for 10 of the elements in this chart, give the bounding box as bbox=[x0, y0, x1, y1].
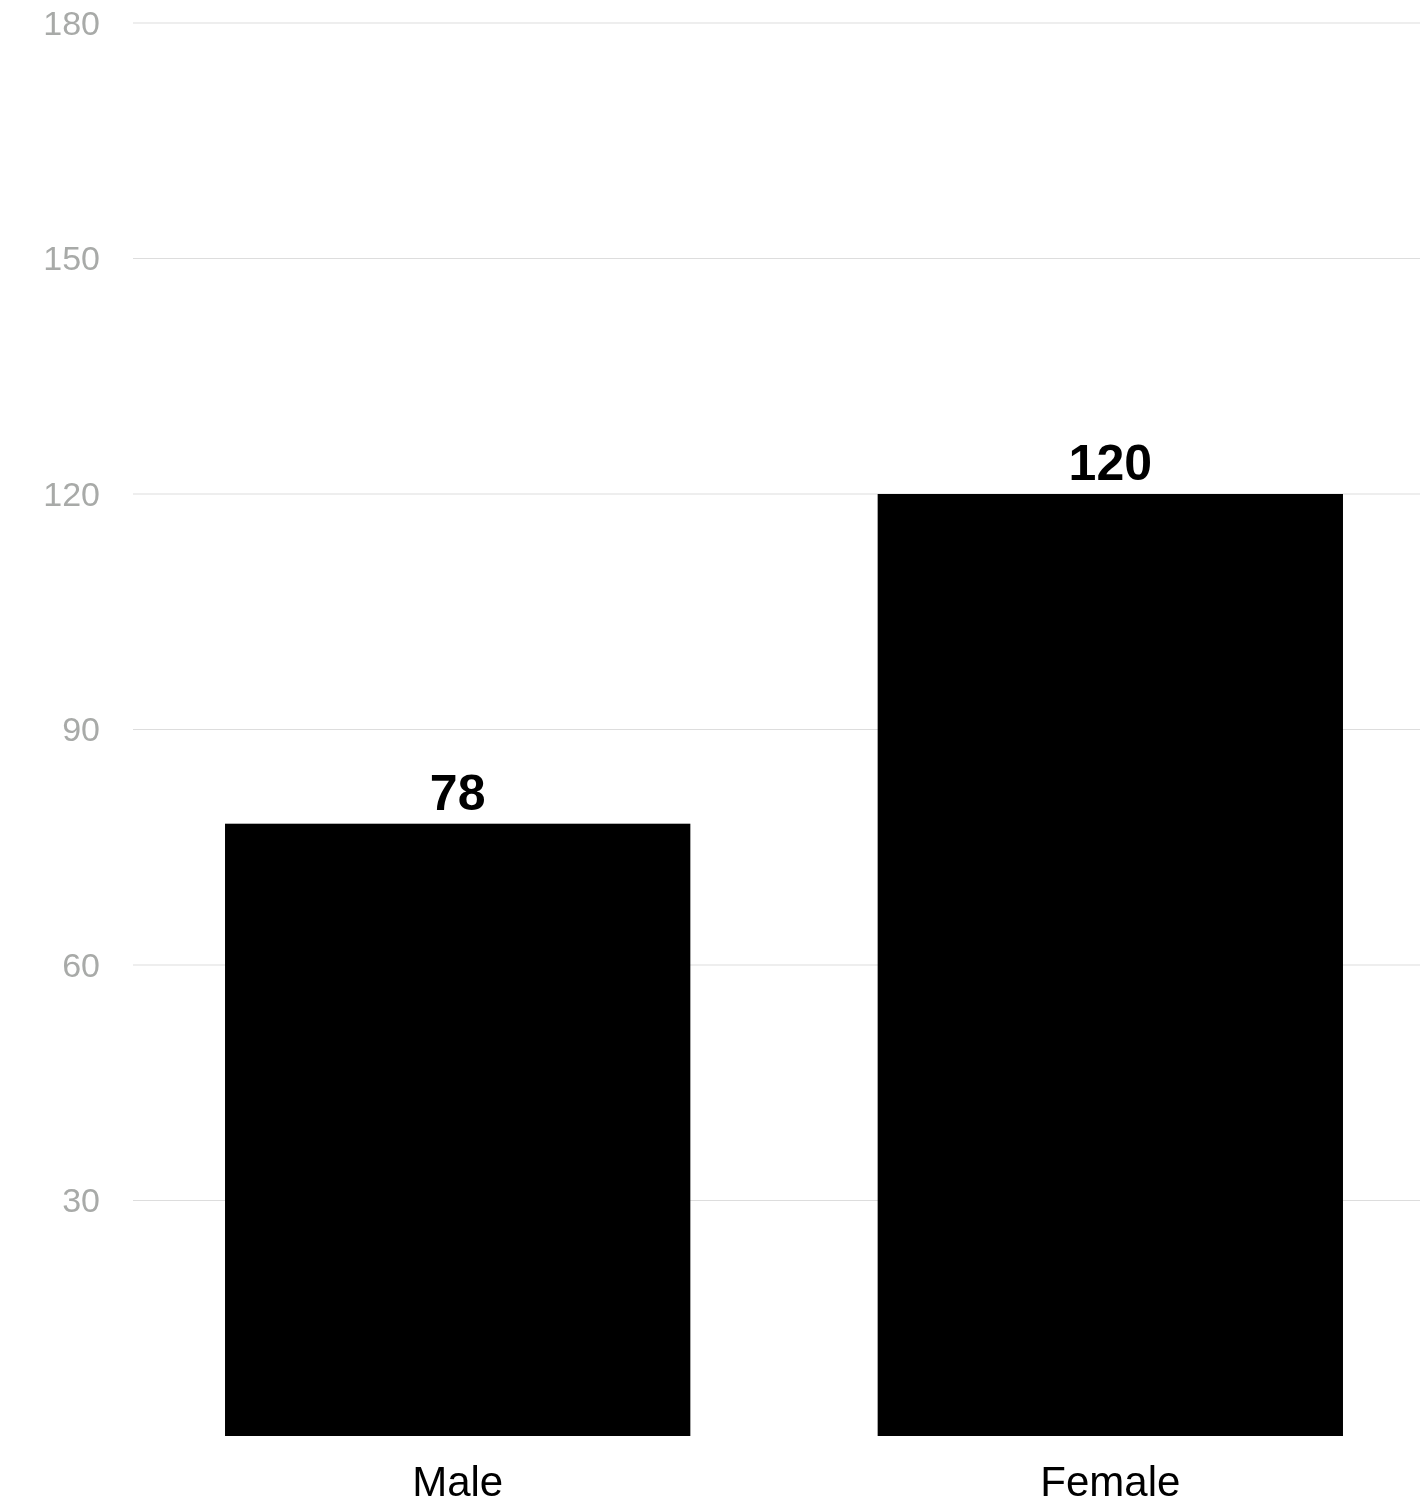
y-tick-label: 120 bbox=[43, 474, 100, 513]
y-tick-label: 90 bbox=[62, 710, 100, 749]
x-tick-label: Male bbox=[412, 1458, 504, 1504]
y-tick-label: 30 bbox=[62, 1181, 100, 1220]
y-tick-label: 150 bbox=[43, 239, 100, 278]
x-tick-label: Female bbox=[1040, 1458, 1181, 1504]
data-label: 120 bbox=[1068, 435, 1153, 491]
data-label: 78 bbox=[429, 764, 486, 821]
y-tick-label: 180 bbox=[43, 3, 100, 42]
y-tick-label: 60 bbox=[62, 945, 100, 984]
